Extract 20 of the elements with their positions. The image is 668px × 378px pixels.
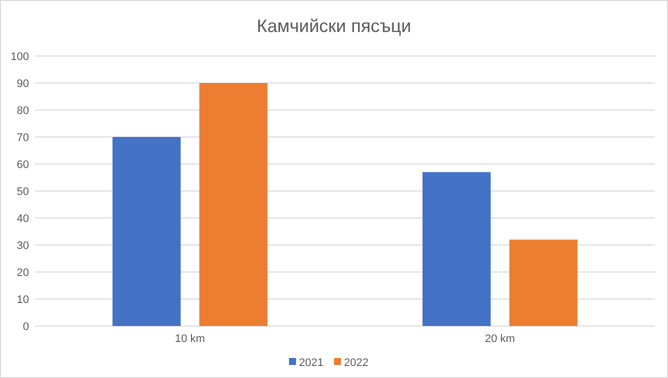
bar [199,83,268,326]
y-tick-label: 0 [22,320,29,333]
legend-label: 2021 [299,357,324,369]
legend-label: 2022 [344,357,368,369]
y-tick-label: 70 [16,132,29,144]
x-tick-label: 10 km [175,333,205,345]
y-tick-label: 80 [16,104,29,117]
x-tick-label: 20 km [485,333,515,345]
bar [112,137,181,326]
y-tick-label: 90 [16,78,29,90]
y-tick-label: 10 [16,294,29,306]
bar [422,172,491,326]
y-tick-label: 40 [16,212,29,225]
y-tick-label: 60 [16,158,29,171]
y-tick-label: 50 [16,186,29,198]
bar [509,240,578,326]
y-tick-label: 100 [10,50,29,63]
chart-title: Камчийски пясъци [256,16,412,36]
y-tick-label: 20 [16,266,29,279]
y-tick-label: 30 [16,240,29,252]
